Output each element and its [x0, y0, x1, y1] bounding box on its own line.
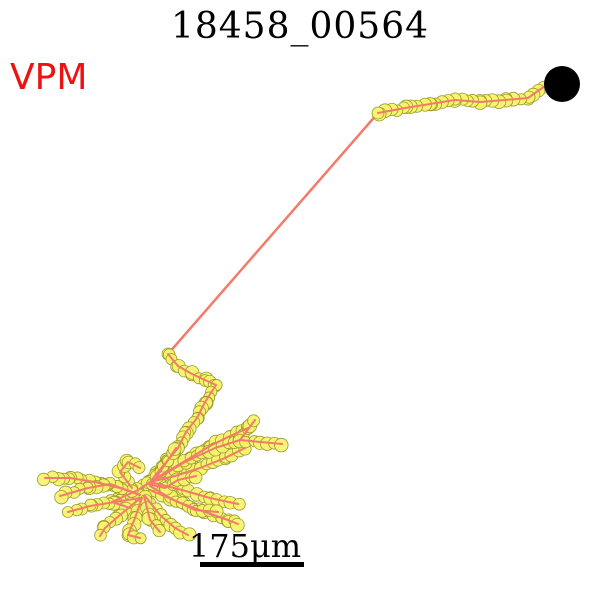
branch-overlay	[111, 481, 151, 509]
branch-overlay	[144, 495, 189, 536]
branch-overlay	[119, 461, 141, 489]
scale-bar	[200, 562, 304, 567]
branch-nodes	[36, 80, 550, 545]
branch-overlay	[154, 419, 256, 481]
branch-overlay	[149, 485, 219, 513]
branch-node	[274, 437, 289, 453]
branch-segment	[166, 111, 380, 356]
region-label: VPM	[10, 57, 88, 98]
scale-bar-label: 175μm	[188, 527, 302, 565]
branch-overlay	[59, 483, 139, 497]
branch-node	[182, 527, 197, 542]
branch-overlay	[147, 475, 197, 489]
branch-node	[54, 490, 69, 505]
branch-overlay	[151, 447, 177, 485]
soma	[544, 66, 580, 102]
branch-node	[232, 497, 246, 511]
branch-overlay	[127, 497, 143, 539]
branch-overlay	[67, 497, 141, 513]
branch-overlay	[99, 499, 139, 537]
branch-overlay	[377, 85, 546, 114]
figure-title: 18458_00564	[170, 6, 430, 47]
branch-overlay	[149, 447, 246, 483]
branch-overlay	[149, 384, 217, 483]
branch-overlay	[167, 353, 217, 386]
branch-overlay	[143, 495, 161, 533]
branch-overlay	[239, 439, 283, 445]
branch-node	[36, 472, 51, 487]
branch-overlay	[149, 481, 239, 505]
